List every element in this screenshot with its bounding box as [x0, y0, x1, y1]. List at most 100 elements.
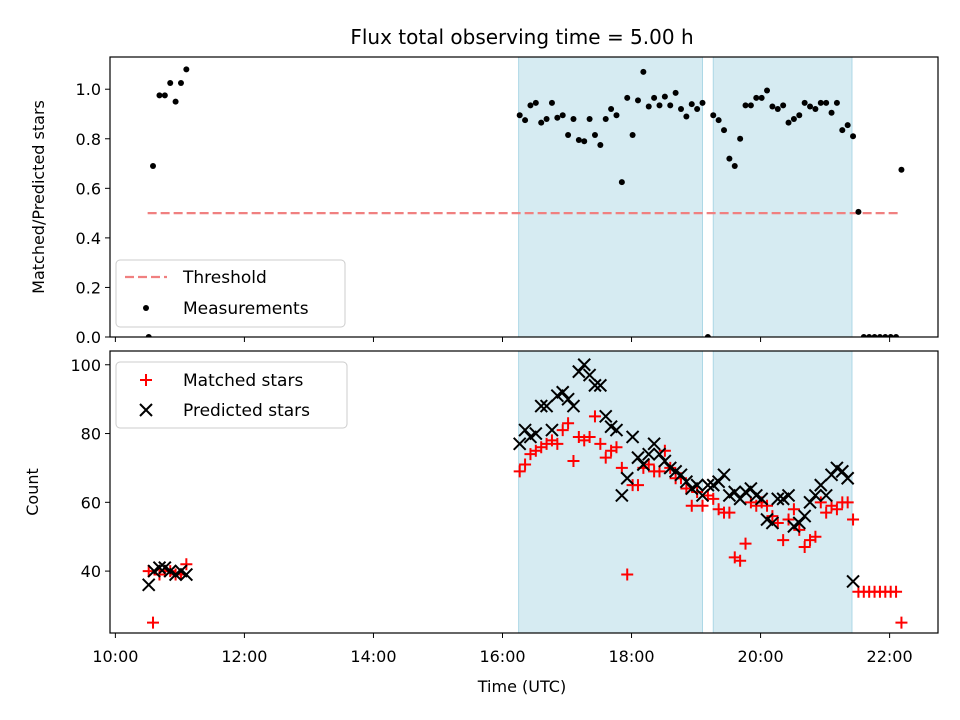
x-axis-ticks: 10:00 12:00 14:00 16:00 18:00 20:00 22:00 — [92, 647, 912, 666]
legend-predicted-label: Predicted stars — [183, 401, 310, 421]
predicted-stars-point — [814, 478, 828, 492]
matched-stars-point — [761, 499, 774, 512]
predicted-stars-point — [744, 481, 758, 496]
measurement-point — [538, 119, 545, 126]
predicted-stars-point — [658, 454, 672, 468]
predicted-stars-point — [797, 509, 812, 523]
measurement-point — [764, 87, 771, 94]
measurement-point — [828, 109, 835, 116]
matched-stars-point — [556, 424, 569, 437]
matched-stars-point — [685, 499, 698, 512]
predicted-stars-point — [754, 492, 769, 506]
predicted-stars-point — [835, 464, 850, 479]
measurement-point — [177, 80, 184, 87]
predicted-stars-point — [142, 578, 156, 592]
predicted-stars-point — [539, 399, 554, 413]
matched-stars-point — [734, 554, 747, 567]
predicted-stars-point — [642, 447, 656, 461]
y-tick-label: 40 — [81, 562, 101, 581]
chart-title: Flux total observing time = 5.00 h — [350, 25, 693, 49]
matched-stars-point — [658, 444, 671, 457]
matched-stars-point — [621, 568, 634, 581]
matched-stars-point — [782, 513, 795, 526]
measurement-point — [710, 112, 717, 119]
measurement-point — [183, 66, 190, 73]
observing-window-shade — [712, 351, 853, 633]
predicted-stars-point — [679, 474, 694, 489]
matched-stars-point — [583, 430, 596, 443]
measurement-point — [721, 127, 728, 134]
measurement-point — [618, 179, 625, 186]
predicted-stars-point — [588, 378, 602, 393]
measurement-point — [661, 93, 668, 100]
predicted-stars-point — [765, 516, 780, 530]
matched-stars-point — [895, 616, 908, 629]
measurement-point — [591, 132, 598, 139]
y-tick-label: 0.8 — [76, 130, 101, 149]
measurement-point — [866, 334, 873, 337]
predicted-stars-point — [636, 457, 651, 472]
matched-stars-point — [513, 465, 526, 478]
plot-area — [142, 351, 908, 633]
predicted-stars-point — [824, 468, 839, 482]
matched-stars-point — [739, 537, 752, 550]
predicted-stars-point — [572, 364, 586, 379]
measurement-point — [817, 99, 824, 106]
x-tick-label: 10:00 — [92, 647, 138, 666]
matched-stars-point — [766, 510, 779, 523]
predicted-stars-point — [577, 358, 591, 372]
predicted-stars-point — [803, 495, 817, 510]
predicted-stars-point — [695, 488, 710, 503]
measurement-point — [570, 115, 577, 122]
matched-stars-point — [519, 458, 532, 471]
measurement-point — [548, 99, 555, 106]
legend-predicted-swatch — [139, 403, 153, 417]
measurement-point — [543, 115, 550, 122]
measurement-point — [871, 334, 878, 337]
ratio-panel: 0.0 0.2 0.4 0.6 0.8 1.0 — [76, 56, 939, 347]
y-axis-label-count: Count — [23, 468, 42, 516]
matched-stars-point — [567, 455, 580, 468]
measurement-point — [898, 166, 905, 173]
predicted-stars-point — [620, 471, 634, 485]
matched-stars-point — [180, 558, 193, 571]
matched-stars-point — [707, 492, 720, 505]
measurement-point — [758, 94, 765, 101]
predicted-stars-point — [599, 409, 613, 424]
measurement-point — [833, 99, 840, 106]
legend-count: Matched stars Predicted stars — [115, 361, 348, 429]
measurement-point — [737, 135, 744, 142]
measurement-point — [554, 114, 561, 121]
measurement-point — [731, 163, 738, 170]
axes-frame — [109, 56, 939, 338]
matched-stars-point — [814, 496, 827, 509]
matched-stars-point — [787, 503, 800, 516]
y-axis-label-ratio: Matched/Predicted stars — [29, 100, 48, 294]
predicted-stars-point — [518, 423, 532, 437]
measurement-point — [677, 106, 684, 113]
measurement-point — [774, 106, 781, 113]
measurement-point — [801, 99, 808, 106]
measurement-point — [645, 103, 652, 110]
y-tick-label: 60 — [81, 493, 101, 512]
measurement-point — [161, 92, 168, 99]
measurement-point — [667, 102, 674, 109]
matched-stars-point — [723, 506, 736, 519]
predicted-stars-point — [625, 430, 640, 444]
predicted-stars-point — [582, 368, 597, 382]
matched-stars-point — [847, 513, 860, 526]
x-tick-label: 22:00 — [867, 647, 913, 666]
measurement-point — [876, 334, 883, 337]
matched-stars-point — [777, 534, 790, 547]
predicted-stars-point — [529, 426, 543, 441]
predicted-stars-point — [781, 488, 796, 503]
y-tick-label: 0.4 — [76, 229, 101, 248]
y-tick-label: 0.0 — [76, 328, 101, 347]
measurement-point — [726, 155, 733, 162]
measurement-point — [844, 122, 851, 129]
measurement-point — [780, 102, 787, 109]
measurement-point — [629, 132, 636, 139]
predicted-stars-point — [808, 488, 823, 503]
x-axis-label: Time (UTC) — [477, 677, 566, 696]
